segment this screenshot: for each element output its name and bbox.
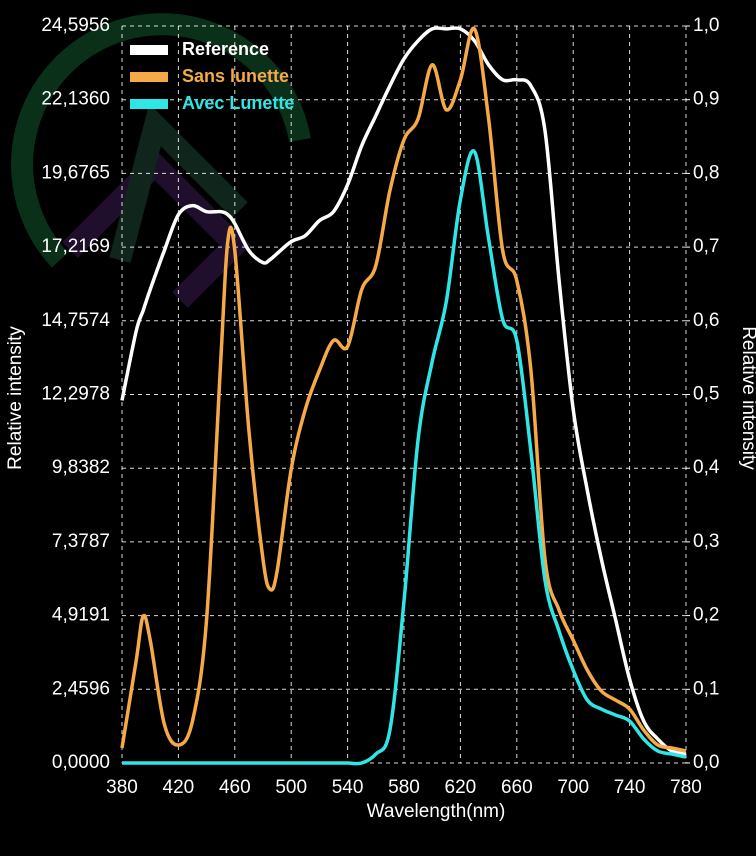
y2-tick-label: 0,3 — [693, 531, 719, 552]
y-tick-label: 17,2169 — [41, 236, 110, 257]
y2-tick-label: 0,7 — [693, 236, 719, 257]
y2-axis-title: Relative intensity — [738, 326, 756, 470]
x-axis-title: Wavelength(nm) — [367, 801, 506, 822]
y-tick-label: 2,4596 — [52, 678, 110, 699]
y2-tick-label: 0,6 — [693, 310, 719, 331]
y-axis-title: Relative intensity — [5, 326, 26, 470]
y-tick-label: 4,9191 — [52, 605, 110, 626]
x-tick-label: 500 — [275, 777, 307, 798]
legend-label: Sans lunette — [182, 66, 289, 86]
x-tick-label: 620 — [445, 777, 477, 798]
y-tick-label: 9,8382 — [52, 457, 110, 478]
x-tick-label: 700 — [557, 777, 589, 798]
y2-tick-label: 0,0 — [693, 752, 719, 773]
y2-tick-label: 0,5 — [693, 384, 719, 405]
legend-swatch — [130, 72, 168, 82]
x-tick-label: 780 — [670, 777, 702, 798]
x-tick-label: 740 — [614, 777, 646, 798]
y2-tick-label: 0,1 — [693, 678, 719, 699]
legend-label: Avec Lunette — [182, 93, 294, 113]
x-tick-label: 420 — [163, 777, 195, 798]
x-tick-label: 460 — [219, 777, 251, 798]
series-line — [120, 26, 687, 756]
y2-tick-label: 0,9 — [693, 89, 719, 110]
y-tick-label: 12,2978 — [41, 384, 110, 405]
series-line — [120, 26, 687, 753]
y2-tick-label: 1,0 — [693, 15, 719, 36]
series-line — [122, 149, 687, 766]
x-tick-label: 580 — [388, 777, 420, 798]
legend-swatch — [130, 99, 168, 109]
y-tick-label: 22,1360 — [41, 89, 110, 110]
legend-label: Reference — [182, 39, 269, 59]
legend-swatch — [130, 45, 168, 55]
y2-tick-label: 0,2 — [693, 605, 719, 626]
y-tick-label: 19,6765 — [41, 162, 110, 183]
y-tick-label: 7,3787 — [52, 531, 110, 552]
y-tick-label: 14,7574 — [41, 310, 110, 331]
y-tick-label: 24,5956 — [41, 15, 110, 36]
x-tick-label: 380 — [106, 777, 138, 798]
y2-tick-label: 0,4 — [693, 457, 720, 478]
x-tick-label: 660 — [501, 777, 533, 798]
y2-tick-label: 0,8 — [693, 162, 719, 183]
x-tick-label: 540 — [332, 777, 364, 798]
y-tick-label: 0,0000 — [52, 752, 110, 773]
